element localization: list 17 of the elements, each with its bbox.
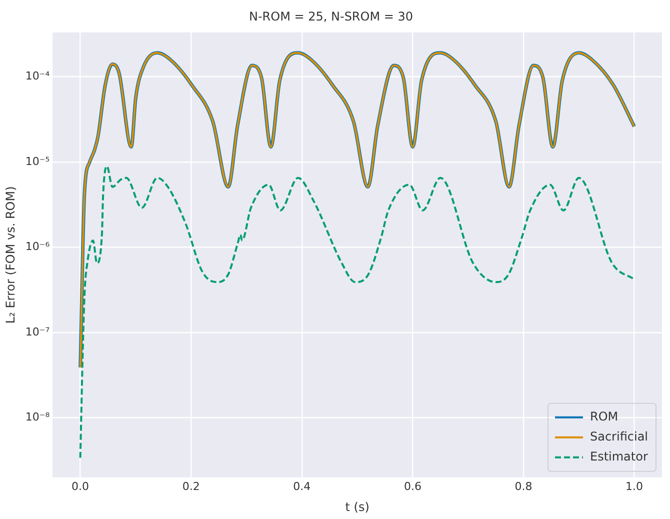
- y-tick-label: 10⁻⁷: [25, 325, 50, 338]
- legend-label: ROM: [590, 410, 618, 424]
- x-tick-label: 0.2: [182, 480, 200, 493]
- x-tick-label: 0.4: [293, 480, 311, 493]
- x-tick-label: 0.0: [72, 480, 90, 493]
- x-tick-label: 0.6: [404, 480, 422, 493]
- y-tick-label: 10⁻⁶: [25, 240, 50, 254]
- y-tick-label: 10⁻⁵: [25, 154, 50, 168]
- x-tick-label: 0.8: [514, 480, 532, 493]
- y-axis-title: L₂ Error (FOM vs. ROM): [3, 186, 18, 324]
- legend-label: Estimator: [590, 450, 648, 464]
- chart-title: N-ROM = 25, N-SROM = 30: [248, 9, 414, 24]
- y-tick-label: 10⁻⁴: [25, 69, 50, 82]
- x-tick-label: 1.0: [626, 480, 644, 493]
- legend-label: Sacrificial: [590, 430, 648, 444]
- y-tick-label: 10⁻⁸: [25, 410, 50, 424]
- x-axis-title: t (s): [345, 500, 370, 514]
